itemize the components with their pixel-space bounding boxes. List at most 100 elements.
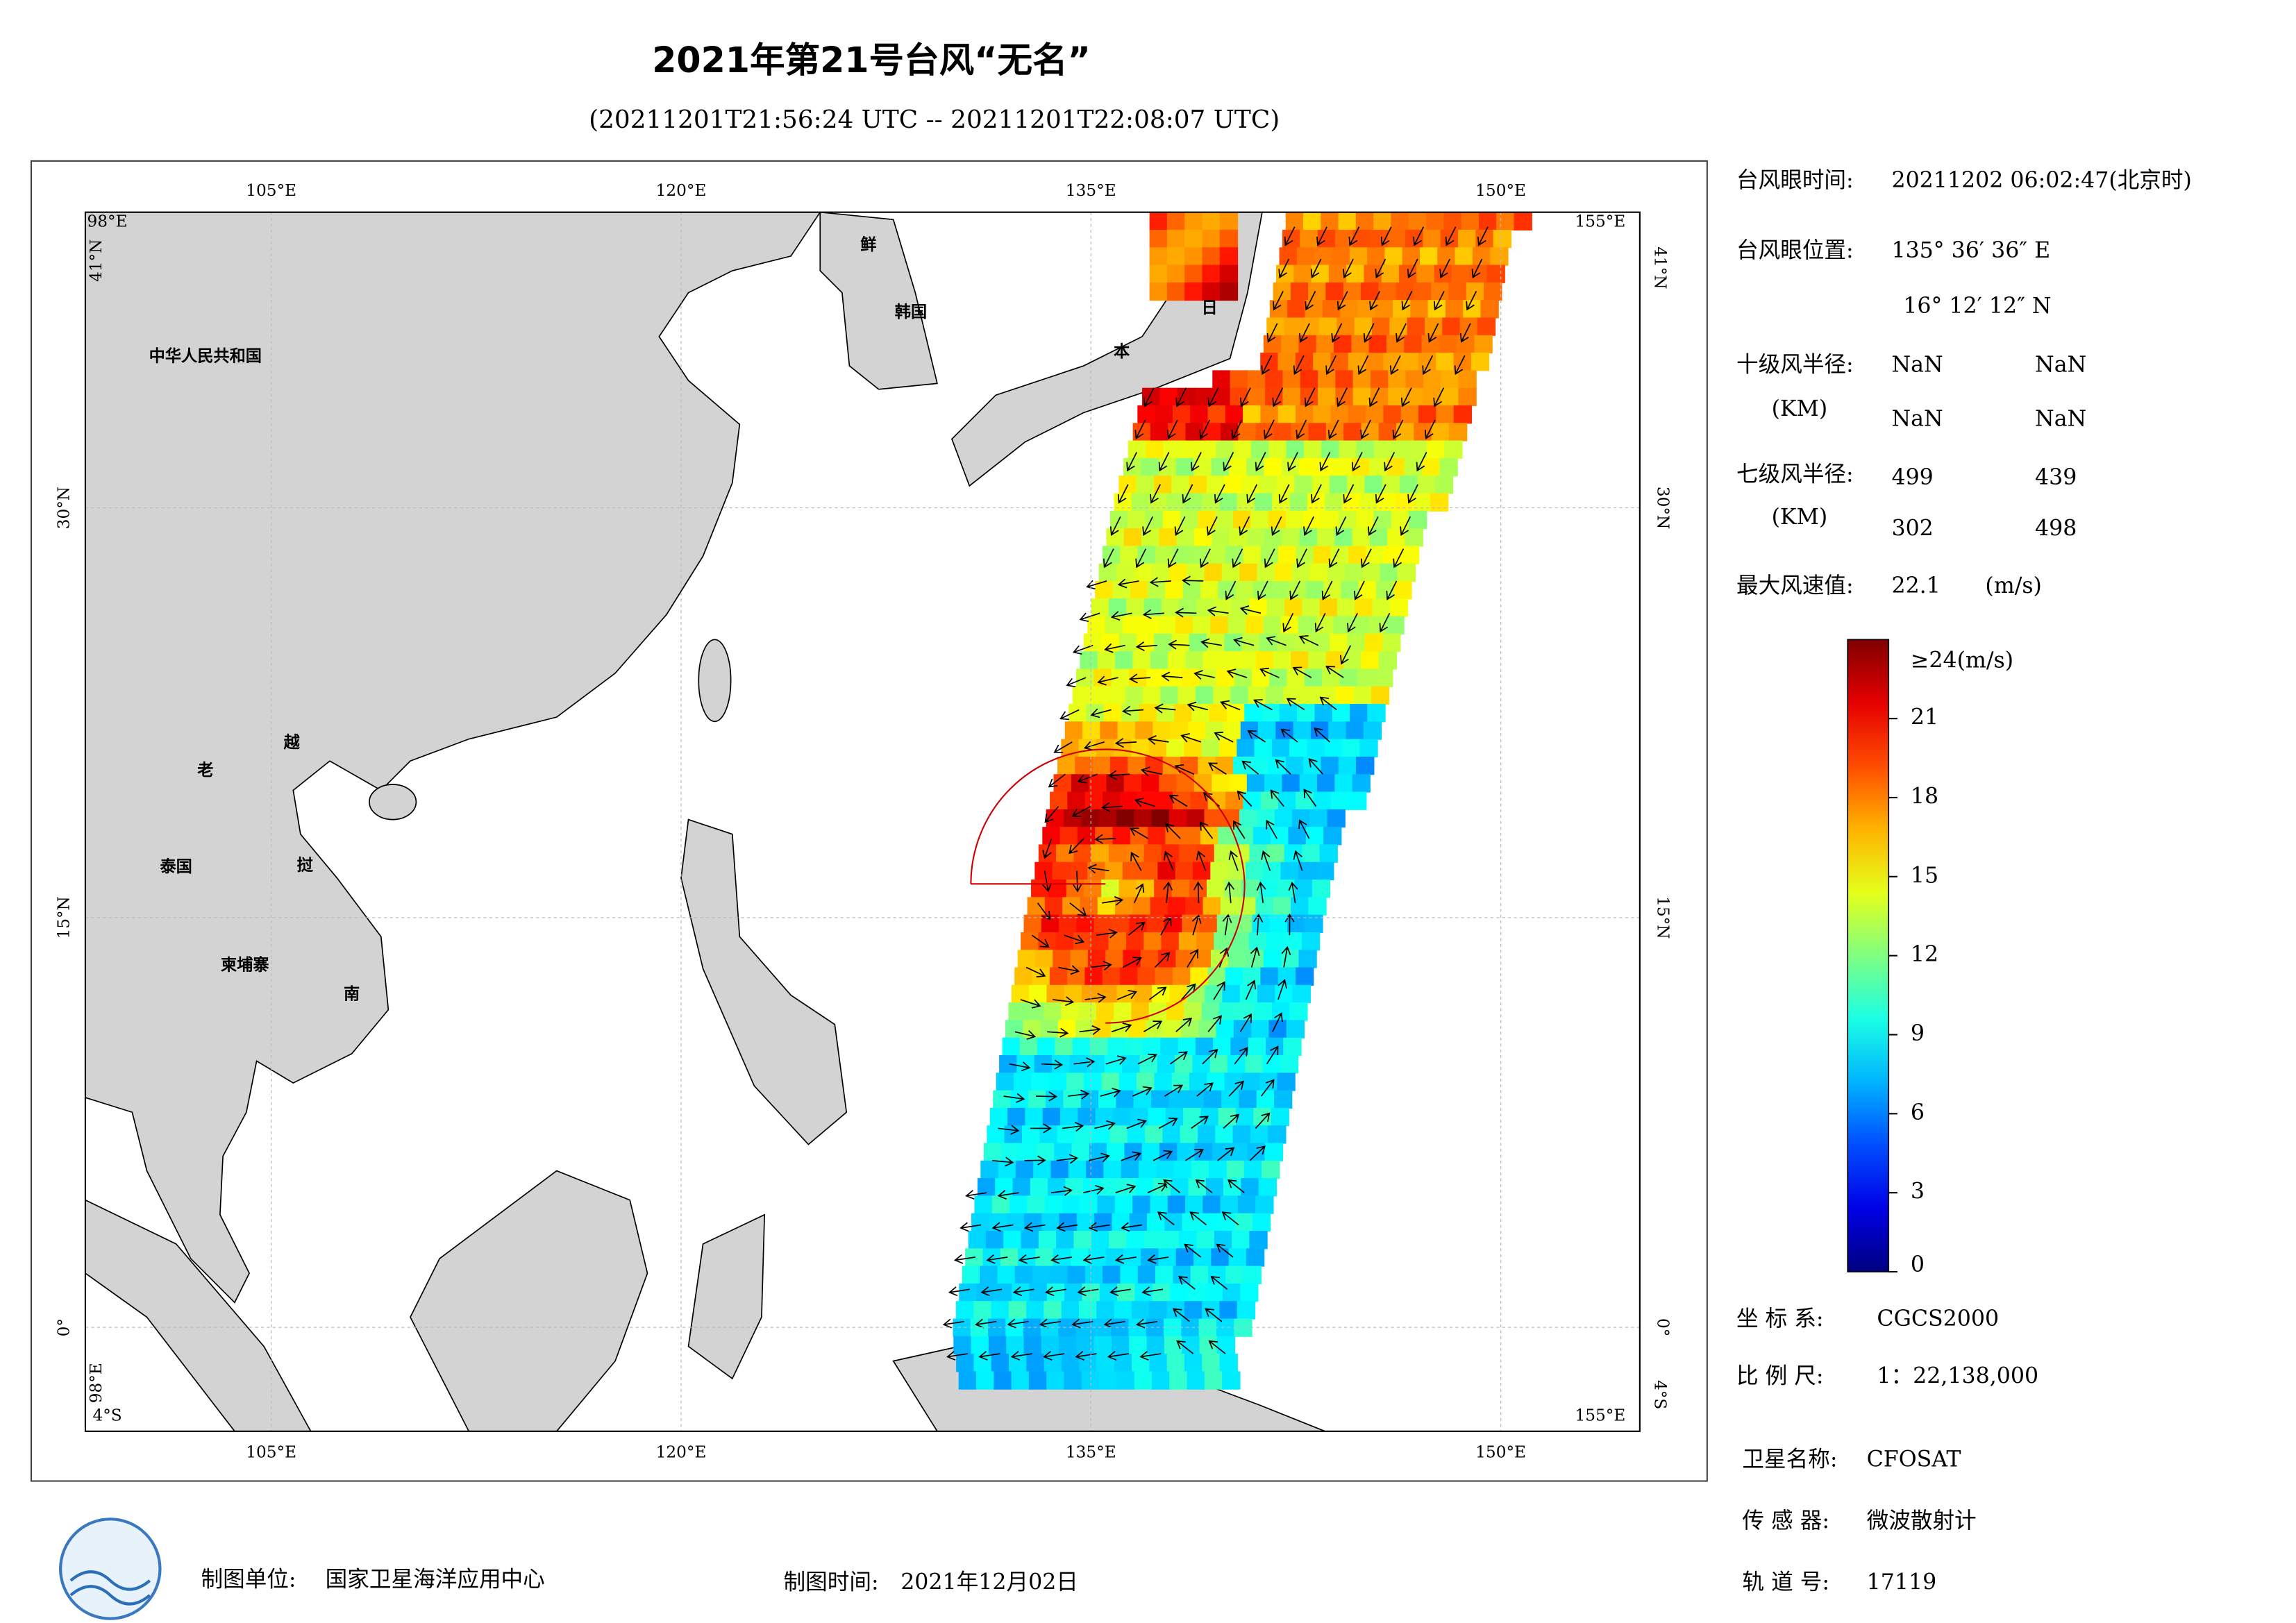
wind-cell xyxy=(1268,1125,1287,1144)
wind-cell xyxy=(1391,440,1410,459)
wind-cell xyxy=(1233,440,1252,459)
wind-cell xyxy=(1195,686,1214,705)
wind-cell xyxy=(1179,844,1198,863)
place-label: 柬埔寨 xyxy=(221,955,269,974)
wind-cell xyxy=(1101,633,1120,653)
wind-cell xyxy=(1034,861,1053,881)
wind-cell xyxy=(1293,264,1312,283)
wind-cell xyxy=(1174,704,1193,723)
wind-cell xyxy=(1419,247,1439,266)
wind-cell xyxy=(1157,616,1176,634)
wind-cell xyxy=(1365,353,1384,371)
wind-cell xyxy=(1080,897,1098,916)
wind-cell xyxy=(1061,1301,1080,1320)
wind-cell xyxy=(1101,880,1120,898)
wind-cell xyxy=(1219,212,1239,231)
wind-cell xyxy=(1216,1318,1235,1337)
wind-cell xyxy=(1109,844,1128,863)
wind-cell xyxy=(1175,1248,1195,1267)
wind-cell xyxy=(1237,739,1255,757)
wind-cell xyxy=(1258,1178,1277,1197)
wind-cell xyxy=(1194,1143,1213,1161)
wind-cell xyxy=(968,1231,987,1250)
wind-cell xyxy=(1218,739,1238,757)
wind-cell xyxy=(1143,844,1162,863)
graticule xyxy=(85,212,1640,1431)
wind-cell xyxy=(1453,353,1472,371)
wind-cell xyxy=(995,1178,1014,1197)
wind-cell xyxy=(1262,1160,1280,1179)
wind-cell xyxy=(1014,1265,1034,1284)
lon-label: 120°E xyxy=(656,181,707,200)
wind-cell xyxy=(1282,528,1300,547)
wind-cell xyxy=(1344,563,1364,582)
wind-cell xyxy=(1241,1178,1259,1197)
wind-cell xyxy=(1200,827,1219,846)
wind-cell xyxy=(1221,809,1241,828)
wind-cell xyxy=(1162,510,1182,530)
wind-cell xyxy=(1216,1336,1236,1355)
wind-cell xyxy=(1168,423,1187,442)
wind-cell xyxy=(1013,1073,1032,1091)
info-panel: 台风眼时间: 20211202 06:02:47(北京时) 台风眼位置: 135… xyxy=(1736,168,2192,1595)
orbit: 17119 xyxy=(1867,1570,1937,1595)
wind-cell xyxy=(1137,1073,1155,1091)
wind-swath xyxy=(942,212,1532,1390)
wind-cell xyxy=(1152,1283,1171,1302)
wind-cell xyxy=(1234,668,1253,687)
wind-cell xyxy=(1121,704,1140,723)
wind-cell xyxy=(1271,739,1291,757)
wind-cell xyxy=(1157,861,1176,881)
wind-cell xyxy=(1030,1178,1049,1197)
wind-cell xyxy=(1302,844,1321,863)
wind-cell xyxy=(1226,1160,1245,1179)
wind-cell xyxy=(1166,247,1186,266)
wind-cell xyxy=(1179,598,1198,617)
wind-cell xyxy=(1416,264,1435,283)
wind-cell xyxy=(1381,264,1400,283)
wind-cell xyxy=(1114,1002,1132,1021)
wind-cell xyxy=(1265,387,1284,407)
wind-cell xyxy=(1288,827,1307,846)
eye-time-label: 台风眼时间: xyxy=(1736,168,1854,193)
wind-cell xyxy=(991,1354,1010,1372)
wind-cell xyxy=(1184,264,1203,283)
colorbar-tick-label: 6 xyxy=(1911,1100,1925,1125)
wind-cell xyxy=(1281,335,1300,354)
wind-cell xyxy=(1255,1195,1274,1214)
wind-cell xyxy=(980,1160,999,1179)
wind-cell xyxy=(1028,1371,1048,1390)
wind-cell xyxy=(1239,1090,1257,1109)
max-wind-label: 最大风速值: xyxy=(1736,573,1854,598)
wind-cell xyxy=(1366,405,1384,424)
wind-cell xyxy=(1367,704,1386,723)
wind-cell xyxy=(1404,335,1423,354)
wind-cell xyxy=(1150,423,1169,442)
wind-cell xyxy=(1437,247,1456,266)
wind-cell xyxy=(1405,387,1424,407)
colorbar-tick-label: 15 xyxy=(1911,863,1938,888)
wind-cell xyxy=(1254,493,1273,512)
wind-cell xyxy=(1057,1020,1077,1038)
wind-cell xyxy=(1026,1354,1045,1372)
wind-cell xyxy=(1268,1020,1287,1038)
wind-cell xyxy=(1118,633,1137,653)
wind-cell xyxy=(1218,1107,1237,1127)
wind-cell xyxy=(1149,212,1168,231)
wind-cell xyxy=(1364,476,1383,494)
wind-cell xyxy=(971,1336,989,1355)
wind-cell xyxy=(1250,440,1270,459)
wind-cell xyxy=(1280,861,1299,881)
wind-cell xyxy=(1299,457,1318,477)
wind-cell xyxy=(1148,580,1166,600)
date: 2021年12月02日 xyxy=(900,1570,1078,1595)
wind-cell xyxy=(1287,300,1306,319)
wind-cell xyxy=(1222,984,1241,1004)
wind-cell xyxy=(1422,457,1441,477)
wind-cell xyxy=(989,1213,1007,1232)
wind-cell xyxy=(1112,1213,1130,1232)
wind-cell xyxy=(1370,370,1389,389)
wind-cell xyxy=(1451,264,1470,283)
wind-cell xyxy=(1205,1178,1225,1197)
wind-cell xyxy=(1325,282,1344,301)
